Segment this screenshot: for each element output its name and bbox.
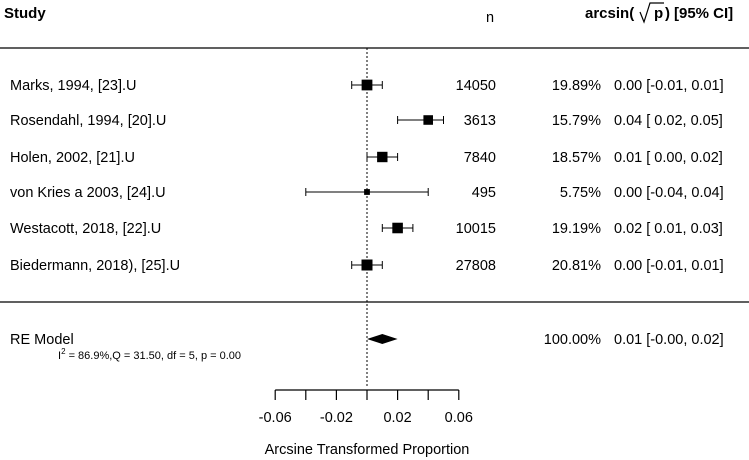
study-label: Holen, 2002, [21].U [10,150,135,166]
study-row: Rosendahl, 1994, [20].U 3613 15.79% 0.04 [ … [10,113,723,129]
point-estimate [392,222,403,234]
point-estimate [423,115,433,125]
effect-ci-text: 0.00 [-0.04, 0.04] [614,185,724,201]
header-effect: arcsin( p ) [95% CI] [585,2,733,24]
study-row: von Kries a 2003, [24].U 495 5.75% 0.00 [-0… [10,185,724,201]
sample-size: 3613 [464,113,496,129]
header-n: n [486,10,494,26]
x-tick-label: -0.02 [320,410,353,426]
study-rows: Marks, 1994, [23].U 14050 19.89% 0.00 [-0.0… [10,78,724,274]
study-row: Biedermann, 2018), [25].U 27808 20.81% 0.00… [10,258,724,274]
study-label: Biedermann, 2018), [25].U [10,258,180,274]
x-axis: -0.06 -0.02 0.02 0.06 Arcsine Transformed Pr… [259,389,473,458]
effect-ci-text: 0.01 [ 0.00, 0.02] [614,150,723,166]
point-estimate [377,151,388,163]
header-effect-ci: [95% CI] [674,5,733,22]
study-weight: 20.81% [552,258,601,274]
point-estimate [361,259,373,271]
study-label: Westacott, 2018, [22].U [10,221,161,237]
study-weight: 19.89% [552,78,601,94]
header-effect-close: ) [665,5,670,22]
study-label: Marks, 1994, [23].U [10,78,137,94]
sample-size: 7840 [464,150,496,166]
sample-size: 10015 [456,221,496,237]
sqrt-sign [639,2,664,24]
summary-diamond [367,334,398,344]
study-row: Marks, 1994, [23].U 14050 19.89% 0.00 [-0.0… [10,78,724,94]
x-tick-label: 0.02 [383,410,411,426]
sample-size: 27808 [456,258,496,274]
study-row: Westacott, 2018, [22].U 10015 19.19% 0.02 [… [10,221,723,237]
summary-ci-text: 0.01 [-0.00, 0.02] [614,332,724,348]
study-row: Holen, 2002, [21].U 7840 18.57% 0.01 [ 0.00… [10,150,723,166]
effect-ci-text: 0.00 [-0.01, 0.01] [614,78,724,94]
header-effect-fn: arcsin( [585,5,634,22]
effect-ci-text: 0.02 [ 0.01, 0.03] [614,221,723,237]
heterogeneity-stats: I2 = 86.9%,Q = 31.50, df = 5, p = 0.00 [58,347,241,362]
summary-row: RE Model 100.00% 0.01 [-0.00, 0.02] I2 = 86… [10,332,724,362]
x-axis-label: Arcsine Transformed Proportion [265,442,470,458]
study-label: Rosendahl, 1994, [20].U [10,113,166,129]
point-estimate [361,79,373,91]
effect-ci-text: 0.00 [-0.01, 0.01] [614,258,724,274]
x-tick-label: -0.06 [259,410,292,426]
study-weight: 5.75% [560,185,601,201]
study-weight: 19.19% [552,221,601,237]
sample-size: 14050 [456,78,496,94]
effect-ci-text: 0.04 [ 0.02, 0.05] [614,113,723,129]
summary-weight: 100.00% [544,332,601,348]
study-label: von Kries a 2003, [24].U [10,185,166,201]
study-weight: 18.57% [552,150,601,166]
point-estimate [364,189,370,195]
summary-label: RE Model [10,332,74,348]
header-study: Study [4,5,46,22]
x-tick-label: 0.06 [445,410,473,426]
study-weight: 15.79% [552,113,601,129]
header-effect-arg: p [654,5,663,22]
sample-size: 495 [472,185,496,201]
